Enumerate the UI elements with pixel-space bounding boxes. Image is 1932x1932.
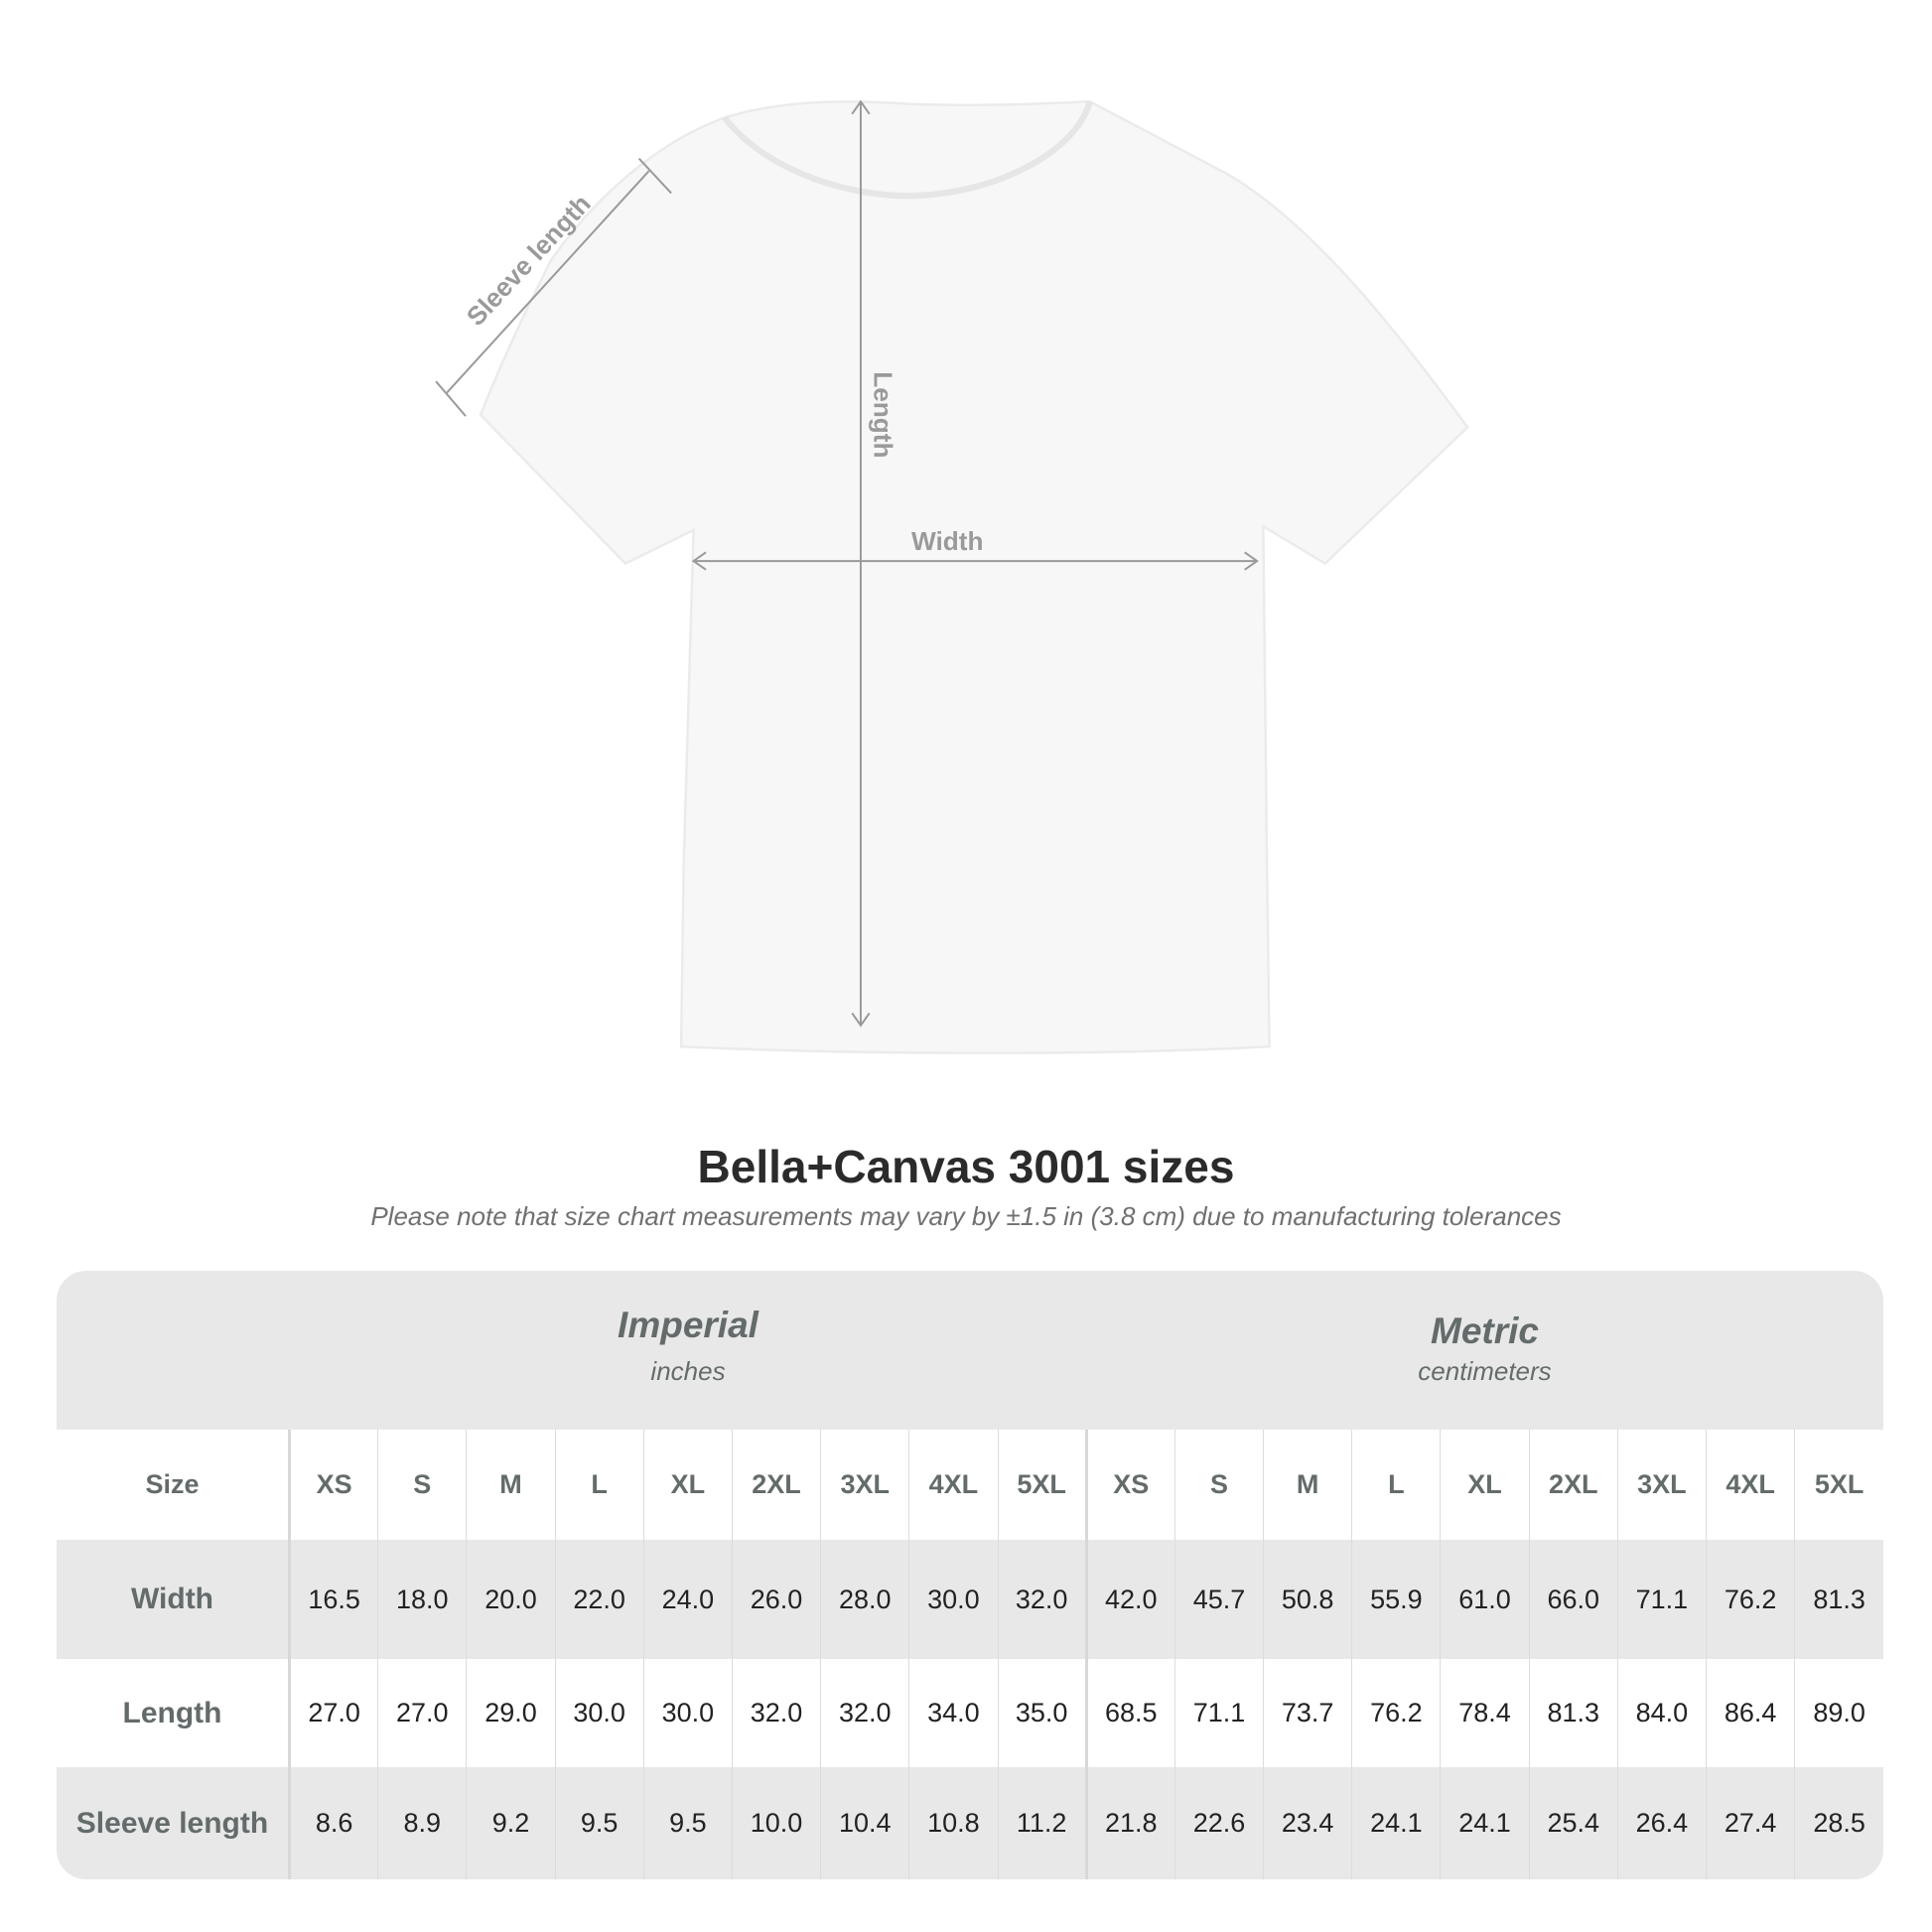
imperial-cell: 30.0 <box>642 1659 733 1767</box>
imperial-cell: 30.0 <box>908 1540 998 1659</box>
imperial-cell: 28.0 <box>820 1540 909 1659</box>
imperial-unit: inches <box>650 1356 726 1386</box>
imperial-cell: 29.0 <box>466 1659 556 1767</box>
imperial-cell: 5XL <box>997 1430 1087 1540</box>
metric-cell: 76.2 <box>1351 1659 1441 1767</box>
table-row: Width 16.5 18.0 20.0 22.0 24.0 26.0 28.0 30.0 32.… <box>57 1540 1883 1659</box>
page-title: Bella+Canvas 3001 sizes <box>697 1141 1235 1192</box>
imperial-cell: 32.0 <box>731 1659 821 1767</box>
metric-cell: 3XL <box>1616 1430 1707 1540</box>
metric-cell: 66.0 <box>1528 1540 1618 1659</box>
metric-cell: 76.2 <box>1705 1540 1795 1659</box>
imperial-cell: 4XL <box>908 1430 998 1540</box>
metric-cell: 24.1 <box>1351 1767 1441 1879</box>
imperial-cell: 8.6 <box>288 1767 378 1879</box>
metric-cell: 71.1 <box>1616 1540 1707 1659</box>
metric-cell: 23.4 <box>1263 1767 1352 1879</box>
imperial-cell: 20.0 <box>466 1540 556 1659</box>
imperial-cell: 16.5 <box>288 1540 378 1659</box>
imperial-cell: 35.0 <box>997 1659 1087 1767</box>
row-label: Size <box>57 1430 291 1540</box>
sleeve-arrow <box>435 157 672 417</box>
imperial-cell: 27.0 <box>377 1659 467 1767</box>
metric-label: Metric <box>1431 1311 1539 1351</box>
imperial-cell: XL <box>642 1430 733 1540</box>
metric-cell: 68.5 <box>1084 1659 1175 1767</box>
imperial-cell: 10.8 <box>908 1767 998 1879</box>
imperial-cell: 2XL <box>731 1430 821 1540</box>
metric-cell: 45.7 <box>1173 1540 1264 1659</box>
imperial-cell: 10.0 <box>731 1767 821 1879</box>
metric-cell: 81.3 <box>1794 1540 1883 1659</box>
tshirt-image <box>479 100 1469 1054</box>
metric-cell: 55.9 <box>1351 1540 1441 1659</box>
metric-cell: 2XL <box>1528 1430 1618 1540</box>
metric-cell: 61.0 <box>1440 1540 1530 1659</box>
imperial-cell: 11.2 <box>997 1767 1087 1879</box>
imperial-cell: 18.0 <box>377 1540 467 1659</box>
imperial-cell: 3XL <box>820 1430 909 1540</box>
row-label: Sleeve length <box>57 1767 291 1879</box>
imperial-cell: 8.9 <box>377 1767 467 1879</box>
imperial-cell: XS <box>288 1430 378 1540</box>
imperial-cell: M <box>466 1430 556 1540</box>
imperial-cell: 26.0 <box>731 1540 821 1659</box>
metric-cell: 73.7 <box>1263 1659 1352 1767</box>
length-arrow <box>851 99 871 1028</box>
metric-cell: 86.4 <box>1705 1659 1795 1767</box>
imperial-cell: 34.0 <box>908 1659 998 1767</box>
imperial-cell: 30.0 <box>554 1659 644 1767</box>
size-chart-table: Imperial inches Metric centimeters Size X… <box>57 1271 1883 1879</box>
metric-cell: S <box>1173 1430 1264 1540</box>
metric-cell: 26.4 <box>1616 1767 1707 1879</box>
metric-cell: XS <box>1084 1430 1175 1540</box>
metric-cell: XL <box>1440 1430 1530 1540</box>
row-label: Length <box>57 1659 291 1767</box>
metric-cell: 28.5 <box>1794 1767 1883 1879</box>
row-label: Width <box>57 1540 291 1659</box>
table-row: Sleeve length 8.6 8.9 9.2 9.5 9.5 10.0 10.4 10.8… <box>57 1767 1883 1879</box>
tolerance-note: Please note that size chart measurements… <box>370 1201 1562 1231</box>
imperial-cell: S <box>377 1430 467 1540</box>
width-label: Width <box>911 526 983 556</box>
imperial-cell: L <box>554 1430 644 1540</box>
imperial-cell: 24.0 <box>642 1540 733 1659</box>
width-arrow <box>691 551 1259 571</box>
metric-cell: 24.1 <box>1440 1767 1530 1879</box>
metric-cell: 22.6 <box>1173 1767 1264 1879</box>
metric-cell: 89.0 <box>1794 1659 1883 1767</box>
imperial-cell: 9.5 <box>554 1767 644 1879</box>
metric-cell: M <box>1263 1430 1352 1540</box>
imperial-cell: 32.0 <box>997 1540 1087 1659</box>
metric-cell: 81.3 <box>1528 1659 1618 1767</box>
tshirt-collar <box>722 100 1093 200</box>
metric-cell: 27.4 <box>1705 1767 1795 1879</box>
imperial-cell: 10.4 <box>820 1767 909 1879</box>
imperial-header: Imperial inches <box>290 1271 1086 1430</box>
metric-cell: 42.0 <box>1084 1540 1175 1659</box>
metric-cell: 4XL <box>1705 1430 1795 1540</box>
table-row: Length 27.0 27.0 29.0 30.0 30.0 32.0 32.0 34.0 35… <box>57 1659 1883 1767</box>
size-header-row: Size XS S M L XL 2XL 3XL 4XL 5XL XS S M L XL 2XL 3XL 4XL 5… <box>57 1430 1883 1540</box>
size-table: Size XS S M L XL 2XL 3XL 4XL 5XL XS S M L XL 2XL 3XL 4XL 5… <box>57 1430 1883 1879</box>
metric-cell: 71.1 <box>1173 1659 1264 1767</box>
imperial-label: Imperial <box>618 1305 759 1345</box>
imperial-cell: 9.2 <box>466 1767 556 1879</box>
length-label: Length <box>869 371 898 458</box>
metric-cell: 50.8 <box>1263 1540 1352 1659</box>
metric-header: Metric centimeters <box>1086 1271 1883 1430</box>
metric-unit: centimeters <box>1418 1356 1552 1386</box>
imperial-cell: 32.0 <box>820 1659 909 1767</box>
imperial-cell: 22.0 <box>554 1540 644 1659</box>
metric-cell: 78.4 <box>1440 1659 1530 1767</box>
metric-cell: 5XL <box>1794 1430 1883 1540</box>
imperial-cell: 27.0 <box>288 1659 378 1767</box>
metric-cell: 25.4 <box>1528 1767 1618 1879</box>
imperial-cell: 9.5 <box>642 1767 733 1879</box>
metric-cell: 21.8 <box>1084 1767 1175 1879</box>
metric-cell: 84.0 <box>1616 1659 1707 1767</box>
metric-cell: L <box>1351 1430 1441 1540</box>
